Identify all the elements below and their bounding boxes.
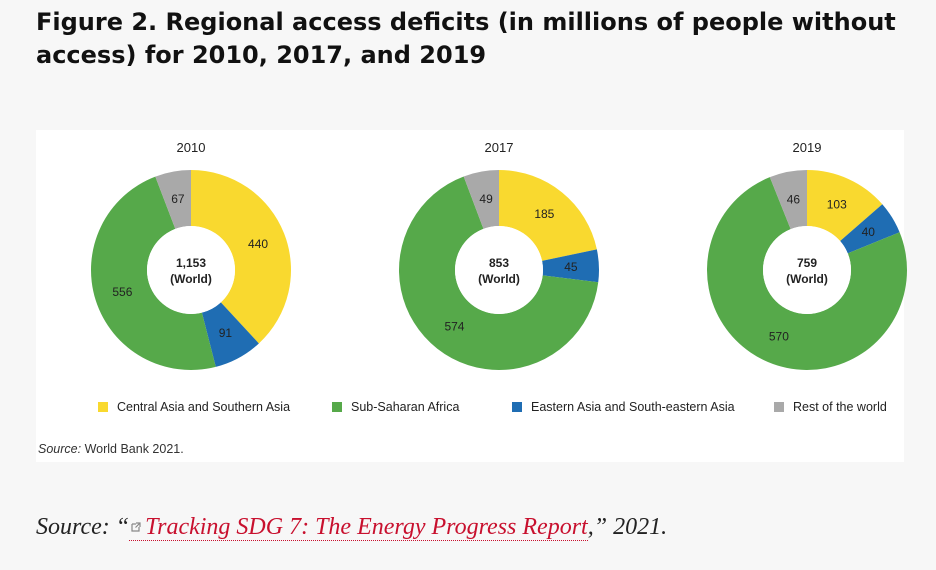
legend-item-rest-of-world: Rest of the world bbox=[774, 400, 887, 414]
donut-center-total: 759 bbox=[797, 256, 817, 270]
donut-chart-2017: 185 45 574 49 853 (World) bbox=[399, 170, 599, 370]
source-caption-tail: ,” 2021. bbox=[587, 514, 668, 540]
donut-slice-eastern-southeastern-asia bbox=[201, 302, 259, 367]
donut-center-total: 853 bbox=[489, 256, 509, 270]
slice-value-label: 49 bbox=[479, 192, 493, 206]
slice-value-label: 40 bbox=[862, 225, 876, 239]
donut-slice-central-southern-asia bbox=[191, 170, 291, 344]
donut-title-2017: 2017 bbox=[484, 140, 514, 155]
slice-value-label: 91 bbox=[219, 326, 233, 340]
inner-source-text: World Bank 2021. bbox=[84, 442, 184, 456]
donut-slice-sub-saharan-africa bbox=[707, 177, 907, 370]
donut-hole bbox=[455, 226, 543, 314]
donut-slice-rest-of-world bbox=[463, 170, 499, 229]
donut-title-2019: 2019 bbox=[792, 140, 822, 155]
donut-chart-2010: 440 91 556 67 1,153 (World) bbox=[91, 170, 291, 370]
chart-panel: 2010 2017 2019 440 91 556 67 1,153 (World) 18… bbox=[36, 130, 907, 462]
legend-swatch bbox=[774, 402, 784, 412]
donut-center-label: (World) bbox=[170, 272, 212, 286]
slice-value-label: 556 bbox=[112, 285, 132, 299]
slice-value-label: 46 bbox=[787, 192, 801, 206]
legend-swatch bbox=[512, 402, 522, 412]
donut-slice-central-southern-asia bbox=[807, 170, 883, 242]
donut-slice-sub-saharan-africa bbox=[91, 176, 216, 370]
source-report-link[interactable]: Tracking SDG 7: The Energy Progress Repo… bbox=[129, 514, 588, 541]
slice-value-label: 185 bbox=[534, 207, 554, 221]
donut-slice-sub-saharan-africa bbox=[399, 176, 599, 370]
source-link-text: Tracking SDG 7: The Energy Progress Repo… bbox=[145, 514, 588, 540]
slice-value-label: 570 bbox=[769, 329, 789, 343]
legend-swatch bbox=[332, 402, 342, 412]
slice-value-label: 103 bbox=[827, 197, 847, 211]
legend-label: Sub-Saharan Africa bbox=[351, 400, 460, 414]
external-link-icon bbox=[131, 522, 141, 532]
donut-chart-2019: 103 40 570 46 759 (World) bbox=[707, 170, 907, 370]
legend-swatch bbox=[98, 402, 108, 412]
donut-slice-eastern-southeastern-asia bbox=[542, 249, 599, 283]
donut-title-2010: 2010 bbox=[176, 140, 206, 155]
donut-center-label: (World) bbox=[786, 272, 828, 286]
donut-center-label: (World) bbox=[478, 272, 520, 286]
slice-value-label: 67 bbox=[171, 192, 185, 206]
donut-hole bbox=[147, 226, 235, 314]
inner-source-lead: Source: bbox=[38, 442, 82, 456]
legend-label: Central Asia and Southern Asia bbox=[117, 400, 291, 414]
legend-item-central-southern-asia: Central Asia and Southern Asia bbox=[98, 400, 290, 414]
slice-value-label: 440 bbox=[248, 237, 268, 251]
slice-value-label: 45 bbox=[564, 260, 578, 274]
donut-slice-rest-of-world bbox=[769, 170, 807, 230]
source-caption: Source: “ Tracking SDG 7: The Energy Prog… bbox=[36, 514, 667, 541]
donut-slice-eastern-southeastern-asia bbox=[840, 204, 900, 254]
legend-label: Eastern Asia and South-eastern Asia bbox=[531, 400, 735, 414]
legend-label: Rest of the world bbox=[793, 400, 887, 414]
slice-value-label: 574 bbox=[444, 320, 464, 334]
figure-title: Figure 2. Regional access deficits (in m… bbox=[36, 8, 896, 69]
donut-hole bbox=[763, 226, 851, 314]
legend-item-sub-saharan-africa: Sub-Saharan Africa bbox=[332, 400, 459, 414]
donut-center-total: 1,153 bbox=[176, 256, 206, 270]
inner-source-note: Source: World Bank 2021. bbox=[38, 442, 184, 456]
donut-slice-central-southern-asia bbox=[499, 170, 597, 261]
chart-legend: Central Asia and Southern Asia Sub-Sahar… bbox=[36, 400, 904, 420]
donut-slice-rest-of-world bbox=[155, 170, 191, 229]
source-caption-lead: Source: “ bbox=[36, 514, 130, 540]
legend-item-eastern-southeastern-asia: Eastern Asia and South-eastern Asia bbox=[512, 400, 735, 414]
